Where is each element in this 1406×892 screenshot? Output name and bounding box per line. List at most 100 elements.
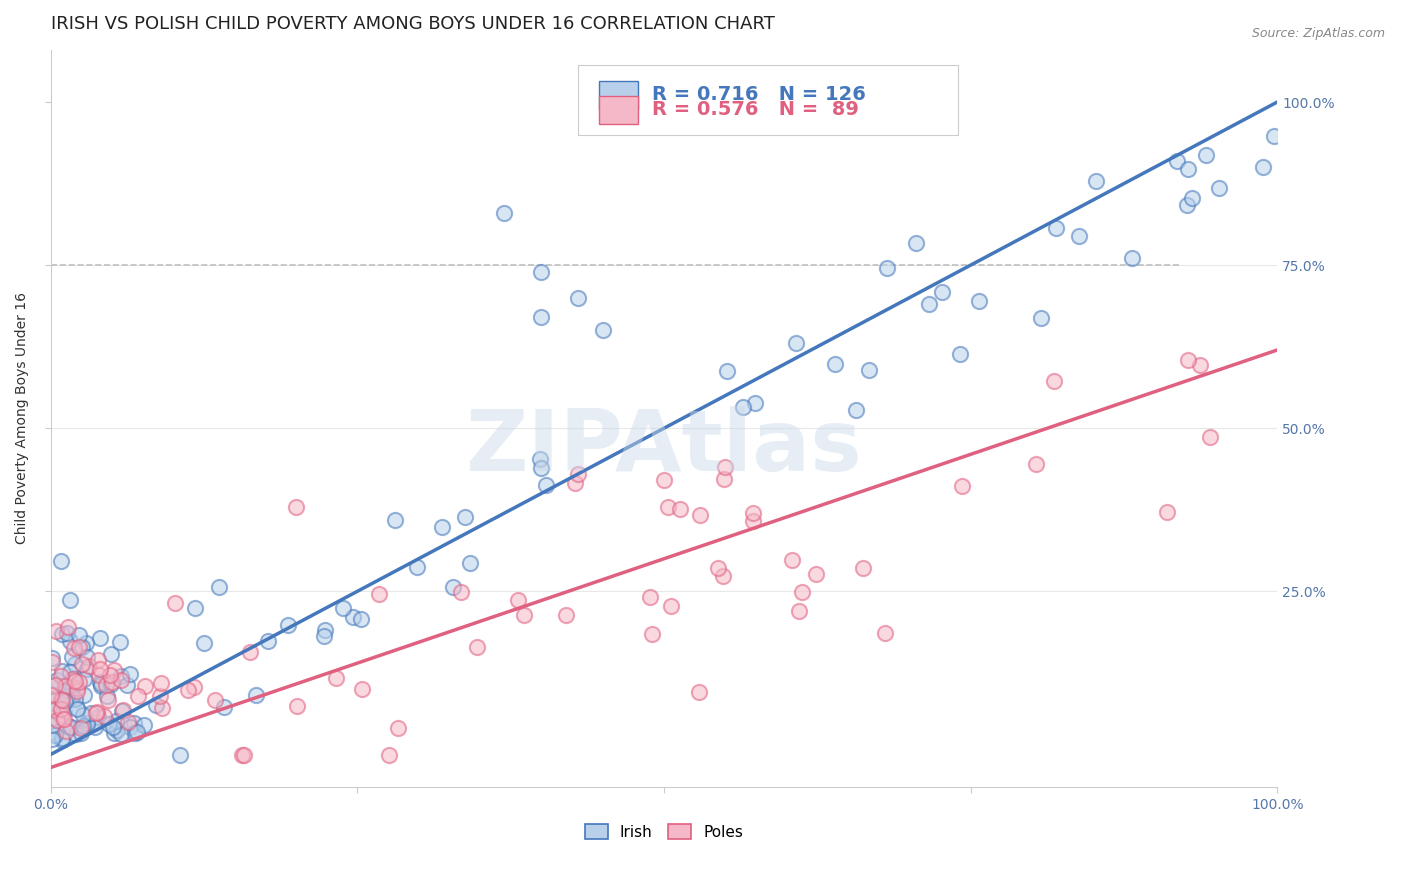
Point [100, 675, 122, 690]
Point [950, 479, 973, 493]
Point [169, 747, 191, 762]
Point [232, 747, 254, 762]
Point [55, 724, 77, 739]
Point [41, 732, 63, 747]
Point [134, 679, 156, 693]
Point [384, 513, 406, 527]
Point [876, 260, 898, 275]
Point [56, 693, 79, 707]
Point [134, 718, 156, 732]
Point [387, 721, 409, 735]
Point [873, 626, 896, 640]
Point [51, 626, 73, 640]
Point [124, 725, 146, 739]
Point [90, 679, 112, 693]
Point [530, 265, 553, 279]
Point [127, 690, 149, 704]
Point [592, 323, 614, 337]
Point [688, 685, 710, 699]
Point [285, 699, 308, 714]
Point [183, 680, 205, 694]
Point [51, 554, 73, 568]
Point [659, 599, 682, 614]
Text: R = 0.576   N =  89: R = 0.576 N = 89 [651, 100, 859, 119]
Point [706, 561, 728, 575]
Point [506, 592, 529, 607]
Point [711, 569, 734, 583]
Point [49, 702, 72, 716]
Text: Source: ZipAtlas.com: Source: ZipAtlas.com [1251, 27, 1385, 40]
Point [458, 557, 481, 571]
Point [177, 682, 200, 697]
Point [52, 712, 75, 726]
Point [72, 707, 94, 722]
Point [256, 634, 278, 648]
Point [325, 671, 347, 685]
Point [86, 705, 108, 719]
Point [742, 507, 765, 521]
Point [107, 723, 129, 737]
Point [669, 502, 692, 516]
Point [150, 675, 173, 690]
Point [63, 691, 86, 706]
Point [277, 618, 299, 632]
Point [742, 515, 765, 529]
Point [904, 235, 927, 250]
Point [59, 720, 82, 734]
Point [1208, 181, 1230, 195]
Point [1181, 191, 1204, 205]
Point [787, 604, 810, 618]
Point [1251, 160, 1274, 174]
Point [312, 629, 335, 643]
Point [60, 682, 83, 697]
Point [67, 628, 90, 642]
Point [49, 708, 72, 723]
Point [716, 364, 738, 378]
Point [65, 657, 87, 672]
Point [69, 722, 91, 736]
Point [59, 592, 82, 607]
Point [53, 679, 76, 693]
Point [76, 715, 98, 730]
Point [42, 702, 65, 716]
Point [53, 712, 76, 726]
Point [1177, 353, 1199, 368]
Point [641, 626, 664, 640]
Point [62, 672, 84, 686]
Point [530, 310, 553, 325]
Text: R = 0.716   N = 126: R = 0.716 N = 126 [651, 86, 866, 104]
Point [100, 677, 122, 691]
Point [89, 668, 111, 682]
Point [76, 718, 98, 732]
Point [103, 726, 125, 740]
Point [60, 649, 83, 664]
Point [84, 706, 107, 721]
Point [494, 206, 516, 220]
Point [45, 690, 67, 705]
Point [1069, 229, 1091, 244]
Point [564, 476, 586, 491]
Point [41, 650, 63, 665]
Point [76, 649, 98, 664]
Point [86, 653, 108, 667]
Point [352, 682, 374, 697]
Point [65, 683, 87, 698]
Point [918, 297, 941, 311]
Point [112, 703, 135, 717]
Point [744, 395, 766, 409]
Point [1029, 311, 1052, 326]
Point [332, 600, 354, 615]
Point [110, 668, 132, 682]
Point [949, 347, 972, 361]
Point [1085, 174, 1108, 188]
Point [56, 689, 79, 703]
Point [89, 662, 111, 676]
Point [148, 689, 170, 703]
Point [77, 658, 100, 673]
Point [1263, 128, 1285, 143]
Point [145, 698, 167, 713]
Point [852, 561, 875, 575]
Point [51, 693, 73, 707]
Point [63, 673, 86, 688]
Point [41, 702, 63, 716]
